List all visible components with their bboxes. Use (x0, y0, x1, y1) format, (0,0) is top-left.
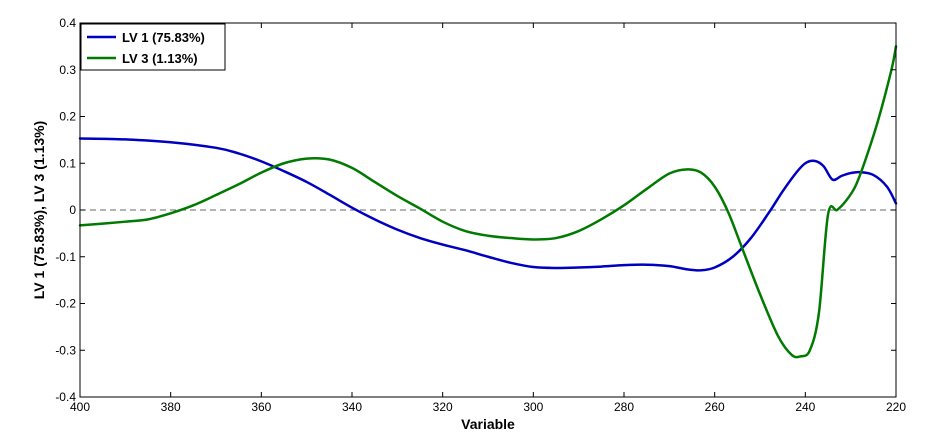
x-tick-label: 380 (161, 400, 181, 414)
x-tick-label: 360 (251, 400, 271, 414)
x-tick-label: 400 (70, 400, 90, 414)
y-tick-label: 0.3 (59, 63, 76, 77)
legend-box (80, 23, 226, 71)
x-tick-label: 240 (795, 400, 815, 414)
x-tick-label: 300 (523, 400, 543, 414)
x-axis: 400 380 360 340 320 300 280 260 240 220 (70, 23, 906, 414)
y-tick-label: 0.4 (59, 16, 76, 30)
x-tick-label: 340 (342, 400, 362, 414)
x-axis-label: Variable (461, 416, 515, 432)
y-tick-label: -0.3 (55, 343, 76, 357)
y-axis: -0.4 -0.3 -0.2 -0.1 0 0.1 0.2 0.3 0.4 (55, 16, 896, 404)
y-tick-label: 0.2 (59, 110, 76, 124)
y-tick-label: -0.1 (55, 250, 76, 264)
x-tick-label: 260 (705, 400, 725, 414)
legend: LV 1 (75.83%) LV 3 (1.13%) (80, 23, 226, 71)
y-axis-label: LV 1 (75.83%), LV 3 (1.13%) (31, 121, 47, 299)
x-tick-label: 320 (433, 400, 453, 414)
x-tick-label: 220 (886, 400, 906, 414)
y-tick-label: 0.1 (59, 156, 76, 170)
legend-label-lv3: LV 3 (1.13%) (122, 51, 198, 66)
y-tick-label: -0.4 (55, 390, 76, 404)
x-tick-label: 280 (614, 400, 634, 414)
series-layer (78, 45, 898, 359)
series-line-lv1 (78, 137, 898, 272)
legend-label-lv1: LV 1 (75.83%) (122, 30, 205, 45)
series-line-lv3 (78, 45, 898, 359)
y-tick-label: -0.2 (55, 297, 76, 311)
y-tick-label: 0 (69, 203, 76, 217)
